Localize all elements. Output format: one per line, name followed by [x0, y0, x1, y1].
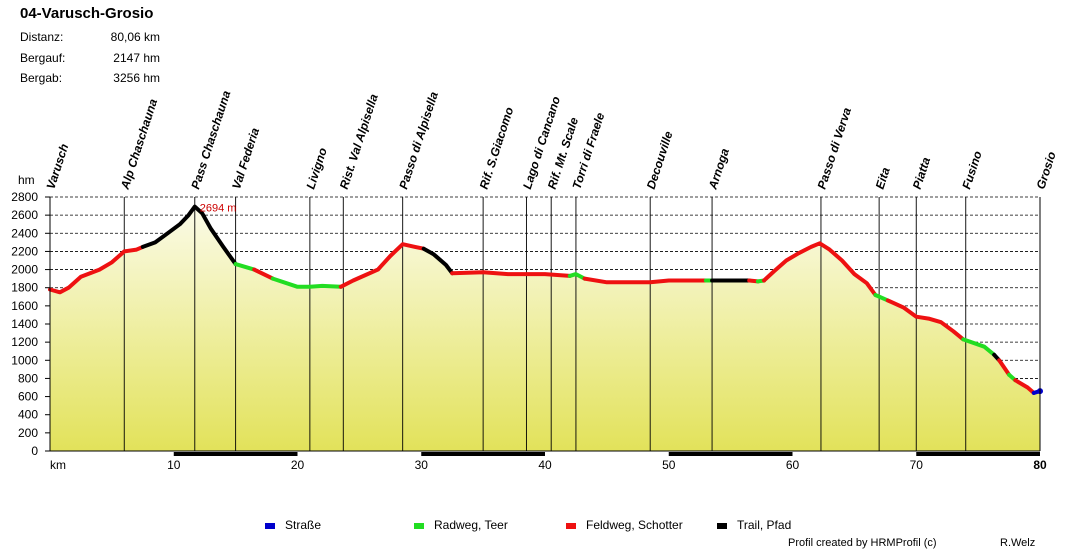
- waypoint-label: Rif. S.Giacomo: [477, 105, 517, 191]
- y-tick-label: 2800: [11, 190, 38, 204]
- elevation-segment: [961, 337, 997, 357]
- elevation-segment: [252, 267, 275, 281]
- km-band: [50, 452, 174, 456]
- legend-label: Feldweg, Schotter: [586, 518, 683, 532]
- elevation-segment: [140, 204, 238, 267]
- waypoint-label: Alp Chaschauna: [117, 97, 160, 192]
- waypoint-label: Grosio: [1034, 150, 1059, 191]
- legend-item-cycleway: Radweg, Teer: [414, 518, 508, 532]
- legend-label: Straße: [285, 518, 322, 532]
- km-band: [668, 452, 793, 456]
- x-tick-label: 60: [786, 458, 800, 472]
- x-tick-label: 30: [415, 458, 429, 472]
- waypoint-label: Arnoga: [705, 146, 732, 192]
- x-tick-label: 40: [538, 458, 552, 472]
- elevation-segment: [338, 242, 426, 289]
- stat-descent: Bergab: 3256 hm: [20, 71, 160, 85]
- y-tick-label: 2000: [11, 263, 38, 277]
- legend-swatch: [566, 522, 576, 529]
- legend-label: Radweg, Teer: [434, 518, 508, 532]
- elevation-segment: [885, 298, 966, 342]
- elevation-segment: [582, 276, 708, 285]
- legend-swatch: [717, 522, 727, 529]
- elevation-segment: [873, 293, 890, 303]
- y-axis-label: hm: [18, 173, 35, 187]
- stat-value: 3256 hm: [113, 71, 160, 85]
- waypoint-label: Pass Chaschauna: [188, 89, 233, 191]
- x-tick-label: 50: [662, 458, 676, 472]
- km-band: [545, 452, 669, 456]
- elevation-segment: [270, 276, 343, 289]
- y-tick-label: 800: [18, 371, 38, 385]
- stat-label: Bergauf:: [20, 51, 66, 65]
- y-tick-label: 2600: [11, 208, 38, 222]
- peak-annotation: 2694 m: [200, 203, 237, 215]
- km-band: [421, 452, 545, 456]
- waypoint-label: Livigno: [303, 146, 330, 191]
- legend-label: Trail, Pfad: [737, 518, 792, 532]
- elevation-line: [48, 204, 1043, 395]
- stat-ascent: Bergauf: 2147 hm: [20, 51, 160, 65]
- stat-label: Bergab:: [20, 71, 63, 85]
- waypoint-label: Fusino: [959, 149, 984, 191]
- elevation-segment: [233, 262, 257, 272]
- axes: [45, 196, 1041, 456]
- legend-item-road: Straße: [265, 518, 321, 532]
- km-band: [792, 452, 917, 456]
- legend-item-gravel: Feldweg, Schotter: [566, 518, 683, 532]
- x-axis-label: km: [50, 458, 66, 472]
- y-tick-label: 1000: [11, 353, 38, 367]
- stat-distance: Distanz: 80,06 km: [20, 30, 160, 44]
- x-tick-label: 70: [910, 458, 924, 472]
- elevation-segment: [567, 272, 587, 281]
- y-tick-label: 0: [31, 444, 38, 458]
- x-tick-label: 20: [291, 458, 305, 472]
- y-tick-label: 1200: [11, 335, 38, 349]
- chart-title: 04-Varusch-Grosio: [20, 5, 154, 22]
- waypoint-label: Piatta: [910, 155, 934, 191]
- elevation-segment: [762, 241, 878, 297]
- km-band: [297, 452, 422, 456]
- elevation-profile-chart: 0 200 400 600 800 1000 1200 1400 1600 1800 2000 220…: [11, 89, 1059, 472]
- stat-value: 2147 hm: [113, 51, 160, 65]
- y-tick-label: 200: [18, 426, 38, 440]
- y-tick-label: 600: [18, 390, 38, 404]
- y-tick-label: 400: [18, 408, 38, 422]
- x-tick-label: 80: [1033, 458, 1047, 472]
- y-tick-label: 2200: [11, 244, 38, 258]
- legend-swatch: [414, 522, 424, 529]
- elevation-segment: [421, 246, 455, 276]
- waypoint-label: Passo di Alpisella: [396, 90, 441, 191]
- credit-text: Profil created by HRMProfil (c): [788, 537, 937, 549]
- km-band: [916, 452, 1040, 456]
- legend: Straße Radweg, Teer Feldweg, Schotter Tr…: [0, 518, 1090, 532]
- waypoint-label: Val Federia: [229, 126, 262, 191]
- elevation-segment: [997, 358, 1012, 377]
- km-band: [173, 452, 298, 456]
- elevation-segment: [48, 244, 145, 295]
- elevation-segment: [450, 270, 572, 278]
- waypoint-label: Decouville: [644, 129, 676, 191]
- y-tick-label: 1800: [11, 281, 38, 295]
- legend-swatch: [265, 522, 275, 529]
- author-text: R.Welz: [1000, 537, 1036, 549]
- elevation-area: [50, 206, 1040, 451]
- waypoint-label: Rist. Val Alpisella: [337, 92, 381, 191]
- waypoint-label: Varusch: [44, 142, 72, 191]
- waypoint-label: Eita: [873, 165, 893, 191]
- y-tick-label: 1600: [11, 299, 38, 313]
- stat-value: 80,06 km: [110, 30, 160, 44]
- x-tick-label: 10: [167, 458, 181, 472]
- y-tick-label: 2400: [11, 226, 38, 240]
- waypoint-label: Passo di Verva: [815, 106, 855, 191]
- y-tick-label: 1400: [11, 317, 38, 331]
- elevation-segment: [1013, 378, 1036, 395]
- stat-label: Distanz:: [20, 30, 64, 44]
- legend-item-trail: Trail, Pfad: [717, 518, 791, 532]
